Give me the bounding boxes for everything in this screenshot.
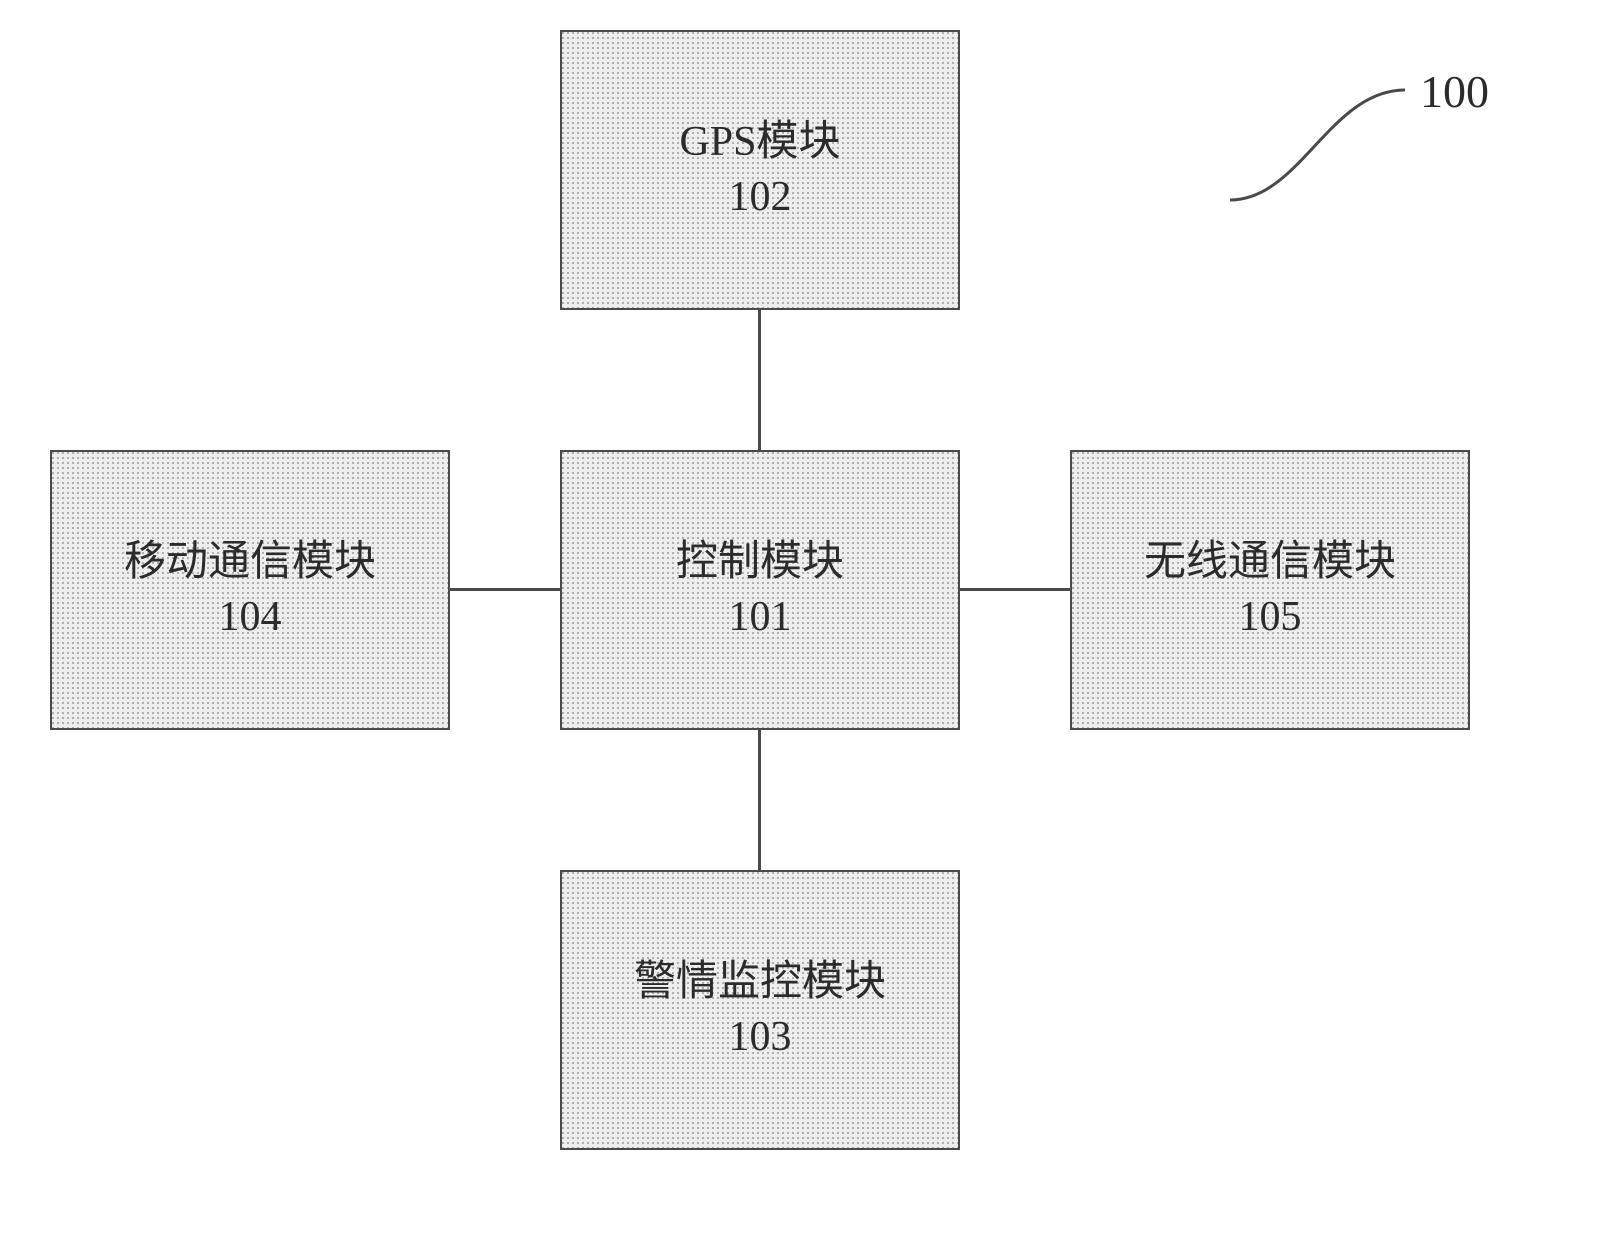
node-title: 警情监控模块 — [634, 955, 886, 1010]
node-title: 无线通信模块 — [1144, 535, 1396, 590]
edge-center-bottom — [758, 730, 761, 870]
node-wireless-comm-module: 无线通信模块 105 — [1070, 450, 1470, 730]
node-title: 控制模块 — [676, 535, 844, 590]
node-number: 105 — [1239, 590, 1302, 645]
diagram-canvas: 100 控制模块 101 GPS模块 102 警情监控模块 103 移动通信模块… — [0, 0, 1614, 1260]
node-mobile-comm-module: 移动通信模块 104 — [50, 450, 450, 730]
node-number: 101 — [729, 590, 792, 645]
edge-top-center — [758, 310, 761, 450]
node-gps-module: GPS模块 102 — [560, 30, 960, 310]
edge-center-right — [960, 588, 1070, 591]
node-alarm-monitoring-module: 警情监控模块 103 — [560, 870, 960, 1150]
node-title: 移动通信模块 — [124, 535, 376, 590]
node-number: 103 — [729, 1010, 792, 1065]
node-title: GPS模块 — [679, 115, 840, 170]
node-control-module: 控制模块 101 — [560, 450, 960, 730]
edge-left-center — [450, 588, 560, 591]
node-number: 102 — [729, 170, 792, 225]
node-number: 104 — [219, 590, 282, 645]
